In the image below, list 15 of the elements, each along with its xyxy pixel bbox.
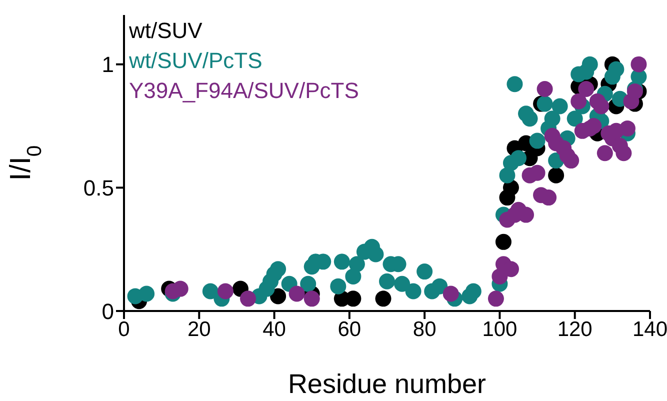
x-tick-label: 140 [632,318,667,341]
x-tick-label: 0 [118,318,130,341]
x-tick-label: 80 [412,318,436,341]
x-tick-label: 60 [338,318,362,341]
x-tick-label: 20 [187,318,211,341]
text: Y39A_F94A/SUV/PcTS [129,77,359,105]
y-tick-label: 1 [102,52,114,78]
x-axis-title: Residue number [288,369,486,399]
x-tick-label: 120 [557,318,592,341]
text: wt/SUV/PcTS [129,47,264,75]
text: wt/SUV [129,17,204,45]
x-tick-label: 100 [482,318,518,341]
y-tick-label: 0.5 [83,175,114,200]
x-tick-label: 40 [262,318,286,341]
y-tick-label: 0 [102,298,114,324]
